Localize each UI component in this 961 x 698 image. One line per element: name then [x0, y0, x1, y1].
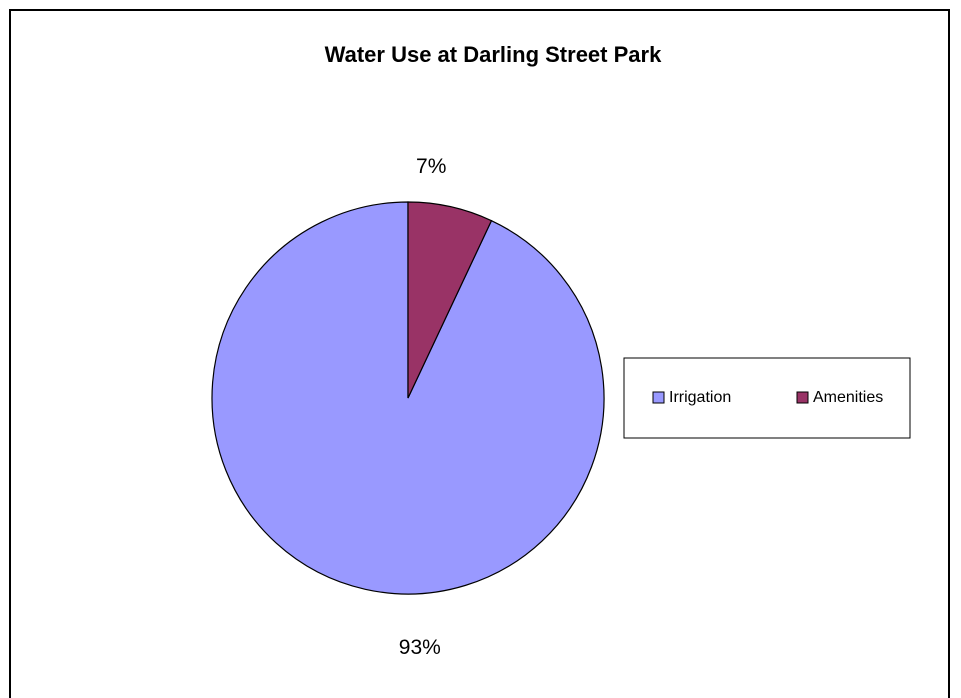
data-label-amenities: 7% [416, 155, 446, 178]
legend: Irrigation Amenities [623, 357, 911, 439]
legend-swatch-amenities [796, 391, 809, 404]
legend-label-amenities: Amenities [813, 389, 883, 406]
data-labels: 93% 7% [399, 155, 447, 659]
chart-title: Water Use at Darling Street Park [325, 42, 662, 67]
data-label-irrigation: 93% [399, 636, 441, 659]
pie-slices [211, 201, 605, 595]
legend-swatch-irrigation [652, 391, 665, 404]
legend-label-irrigation: Irrigation [669, 389, 731, 406]
legend-box [623, 357, 911, 439]
pie-slice-amenities [407, 201, 493, 399]
